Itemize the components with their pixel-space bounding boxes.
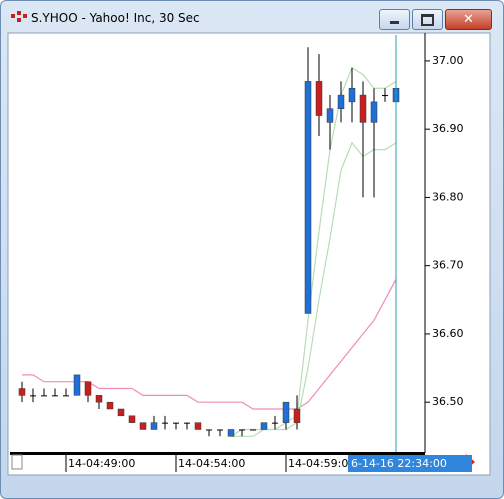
candle-body (95, 395, 103, 403)
candle-body (84, 381, 92, 396)
candle-body (106, 401, 114, 410)
candle-body (260, 422, 268, 430)
candle-body (73, 374, 81, 396)
y-tick-label: 36.90 (432, 122, 464, 135)
y-tick-label: 36.60 (432, 327, 464, 340)
candle-body (304, 81, 312, 314)
candle-body (370, 101, 378, 123)
window-title: S.YHOO - Yahoo! Inc, 30 Sec (31, 11, 200, 25)
candle-body (150, 422, 158, 430)
candle-body (162, 422, 168, 424)
candle-body (18, 388, 26, 396)
app-icon (11, 11, 27, 22)
candle-body (139, 422, 147, 430)
y-tick-label: 37.00 (432, 54, 464, 67)
x-tick-label: 14-04:59:00 (288, 457, 355, 470)
candle-body (52, 395, 58, 397)
candle-body (206, 429, 212, 431)
candle-body (250, 429, 256, 431)
y-tick-label: 36.80 (432, 190, 464, 203)
candle-body (184, 422, 190, 424)
scroll-box[interactable] (11, 454, 23, 470)
cursor-label: 6-14-16 22:34:00 (351, 457, 447, 470)
candle-body (41, 395, 47, 397)
minimize-button[interactable] (379, 9, 410, 30)
candle-body (382, 95, 388, 97)
cursor-label-box (348, 455, 472, 472)
candle-body (359, 94, 367, 123)
candle-body (194, 422, 202, 430)
x-axis-line (10, 452, 425, 455)
candle-body (337, 94, 345, 109)
chart-area (7, 32, 491, 476)
candle-body (117, 408, 125, 417)
candle-body (315, 81, 323, 116)
candle-body (217, 429, 223, 431)
candle-body (239, 429, 245, 431)
indicator-line (231, 141, 397, 437)
candle-body (30, 395, 36, 397)
x-tick-label: 14-04:54:00 (178, 457, 245, 470)
candle-body (348, 87, 356, 103)
indicator-line (230, 66, 397, 437)
y-tick-label: 36.50 (432, 395, 464, 408)
candle-body (282, 401, 290, 423)
candle-body (326, 108, 334, 123)
y-tick-label: 36.70 (432, 259, 464, 272)
indicator-line (22, 279, 397, 410)
close-button[interactable]: ✕ (445, 9, 492, 30)
candle-body (63, 395, 69, 397)
maximize-button[interactable] (412, 9, 443, 30)
candle-body (227, 429, 235, 437)
candle-body (173, 422, 179, 424)
candle-body (293, 408, 301, 423)
x-tick-label: 14-04:49:00 (68, 457, 135, 470)
candle-body (272, 422, 278, 424)
candle-body (128, 415, 136, 423)
